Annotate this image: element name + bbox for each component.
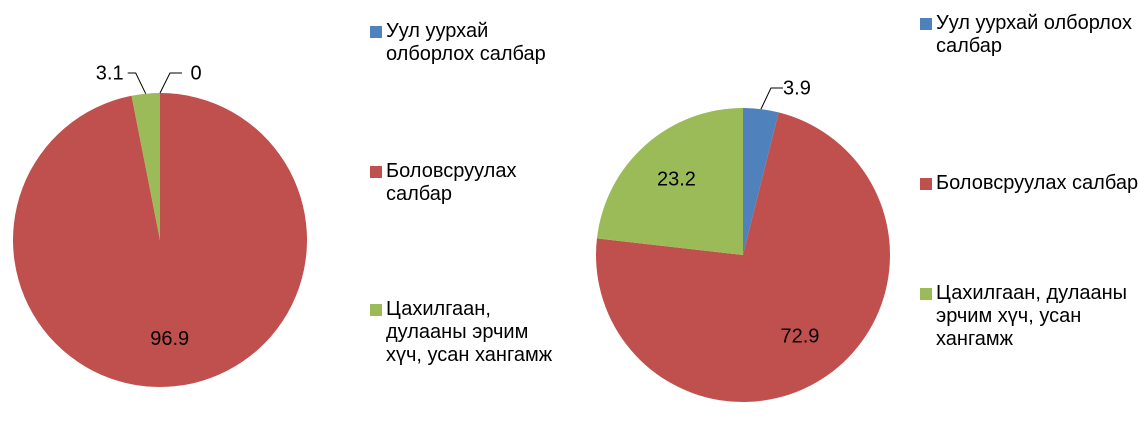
data-label: 96.9 xyxy=(150,328,189,350)
pie-slice xyxy=(131,93,160,240)
data-label: 3.9 xyxy=(783,77,811,99)
data-label: 0 xyxy=(190,62,201,84)
data-label: 72.9 xyxy=(780,325,819,347)
pie-slice xyxy=(596,112,890,402)
legend-swatch xyxy=(920,288,932,300)
legend-swatch xyxy=(370,26,382,38)
legend-swatch xyxy=(370,166,382,178)
legend-label: Боловсруулах салбар xyxy=(936,172,1138,194)
data-label: 23.2 xyxy=(657,169,696,191)
leader-line xyxy=(159,72,182,94)
legend-swatch xyxy=(920,18,932,30)
leader-line xyxy=(127,72,147,94)
legend-label: Цахилгаан, дулааны эрчим хүч, усан ханга… xyxy=(386,298,553,366)
pie-slice xyxy=(743,108,779,255)
legend-swatch xyxy=(920,178,932,190)
pie-slice xyxy=(596,108,743,255)
legend-swatch xyxy=(370,304,382,316)
legend-label: Уул уурхай олборлох салбар xyxy=(386,20,546,65)
leader-line xyxy=(760,87,783,110)
legend-label: Цахилгаан, дулааны эрчим хүч, усан ханга… xyxy=(936,282,1128,350)
data-label: 3.1 xyxy=(96,62,124,84)
legend-label: Уул уурхай олборлох салбар xyxy=(936,12,1132,57)
pie-slice xyxy=(12,93,308,387)
legend-label: Боловсруулах салбар xyxy=(386,160,517,205)
